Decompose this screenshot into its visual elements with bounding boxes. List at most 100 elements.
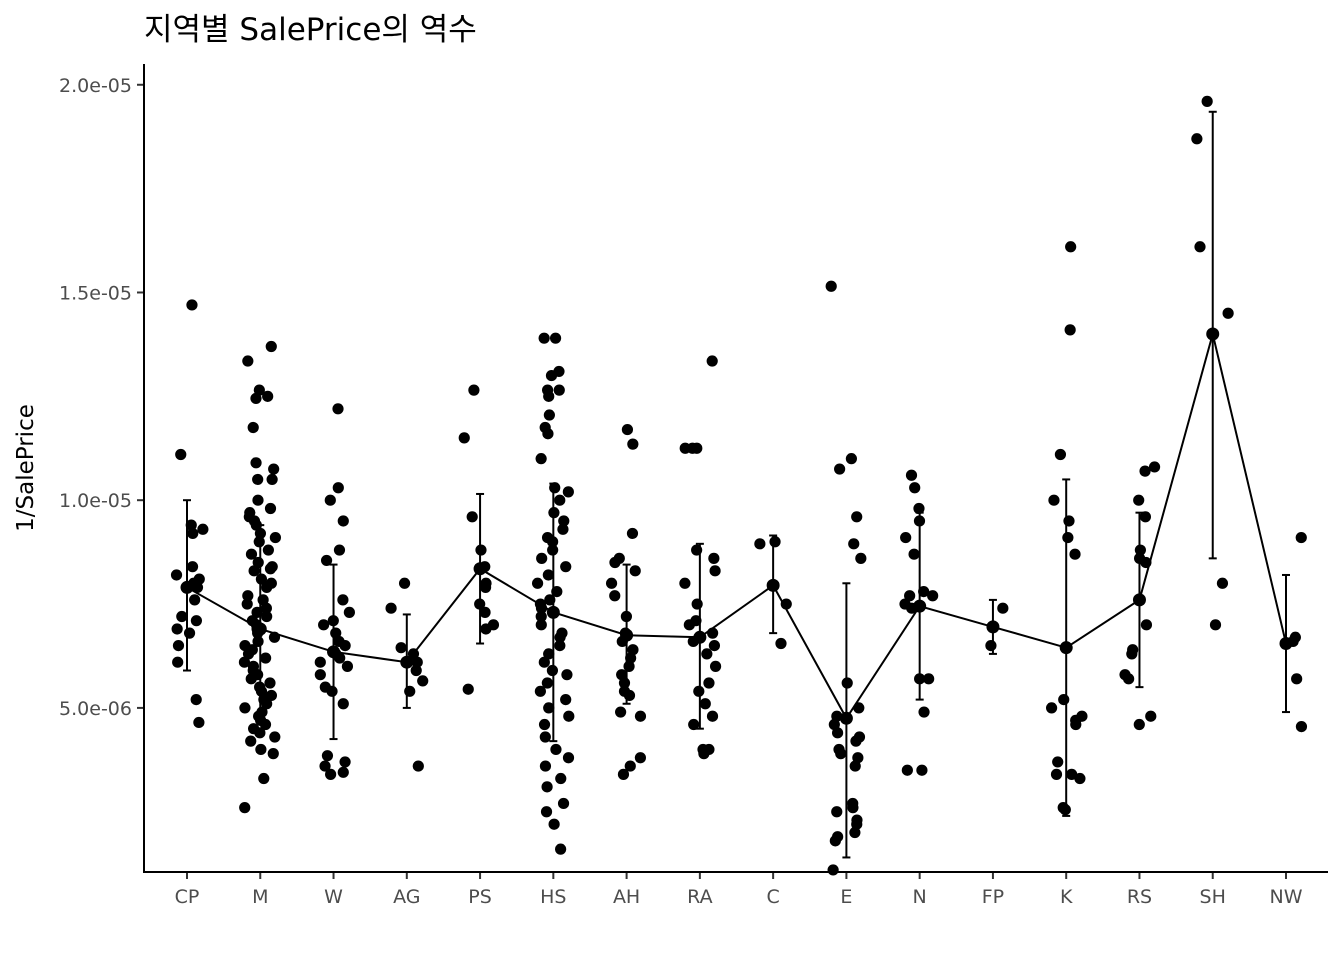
data-point [197, 523, 209, 535]
data-point [1065, 241, 1077, 253]
data-point [255, 573, 268, 585]
data-point [621, 423, 634, 436]
data-point [398, 577, 411, 589]
data-point [238, 656, 251, 668]
data-point [343, 606, 355, 618]
data-point [176, 610, 188, 623]
data-point [190, 693, 202, 706]
data-point [918, 706, 930, 718]
data-point [535, 610, 547, 623]
data-point [563, 710, 575, 722]
mean-point [1059, 641, 1073, 655]
data-point [542, 569, 554, 581]
data-point [900, 531, 912, 544]
data-point [701, 648, 713, 660]
y-axis: 5.0e-06 1.0e-05 1.5e-05 2.0e-05 [59, 75, 144, 720]
data-point [261, 610, 273, 623]
data-point [623, 660, 635, 672]
data-point [1069, 548, 1081, 560]
data-point [851, 511, 863, 523]
data-point [754, 538, 766, 550]
data-point [985, 639, 997, 652]
y-axis-label: 1/SalePrice [13, 404, 39, 532]
data-point [634, 710, 647, 722]
data-point [266, 473, 278, 486]
data-point [550, 743, 562, 756]
data-point [708, 552, 720, 564]
data-point [1222, 307, 1234, 319]
data-point [410, 664, 422, 677]
data-point [708, 639, 721, 652]
mean-point [620, 628, 634, 642]
data-point [916, 764, 928, 776]
data-point [183, 627, 196, 639]
mean-point [1206, 327, 1220, 341]
data-point [545, 369, 558, 382]
data-point [845, 453, 857, 465]
data-point [699, 698, 711, 710]
data-point [1066, 768, 1078, 780]
data-point [927, 590, 939, 602]
data-point [265, 340, 277, 353]
data-point [780, 598, 792, 610]
data-point [908, 548, 920, 560]
data-point [264, 563, 277, 575]
data-point [319, 760, 331, 772]
data-point [320, 554, 333, 567]
data-point [1062, 531, 1074, 544]
y-tick-label: 1.0e-05 [59, 490, 132, 512]
data-point [536, 552, 548, 564]
data-point [1145, 710, 1157, 722]
data-point [706, 710, 719, 722]
data-point [540, 806, 553, 818]
data-point [1123, 673, 1135, 685]
data-point [847, 802, 859, 814]
data-point [706, 355, 718, 367]
x-tick-label: CP [175, 886, 200, 908]
data-point [191, 581, 204, 594]
data-point [538, 718, 551, 731]
data-point [560, 561, 572, 573]
y-tick-label: 1.5e-05 [59, 282, 132, 304]
data-point [1139, 511, 1152, 523]
data-point [337, 515, 349, 527]
data-point [337, 698, 349, 710]
data-point [679, 442, 691, 454]
data-point [1045, 702, 1058, 714]
x-tick-label: K [1060, 886, 1073, 908]
x-tick-label: SH [1200, 886, 1226, 908]
data-point [259, 718, 272, 731]
data-point [923, 673, 935, 685]
data-point [560, 693, 572, 706]
data-point [617, 768, 630, 780]
data-point [337, 594, 349, 606]
data-point [629, 565, 641, 577]
data-point [324, 494, 336, 506]
data-point [679, 577, 691, 589]
data-point [905, 469, 918, 481]
mean-point [913, 599, 927, 613]
data-point [332, 403, 344, 415]
data-point [247, 421, 259, 434]
data-point [698, 748, 710, 760]
data-point [549, 332, 562, 344]
data-point [827, 864, 839, 876]
data-point [250, 457, 262, 469]
data-point [849, 760, 861, 772]
data-point [241, 598, 253, 610]
data-point [554, 494, 566, 506]
data-point [252, 473, 264, 486]
mean-point [546, 605, 560, 619]
data-point [325, 768, 337, 780]
data-point [831, 727, 844, 739]
data-point [627, 438, 639, 450]
data-point [466, 511, 478, 523]
data-point [543, 390, 555, 402]
data-point [1133, 718, 1145, 731]
mean-point [766, 578, 780, 592]
data-point [1074, 772, 1086, 785]
x-tick-label: W [324, 886, 343, 908]
data-point [1191, 133, 1203, 145]
data-point [693, 685, 705, 697]
data-point [541, 677, 553, 689]
